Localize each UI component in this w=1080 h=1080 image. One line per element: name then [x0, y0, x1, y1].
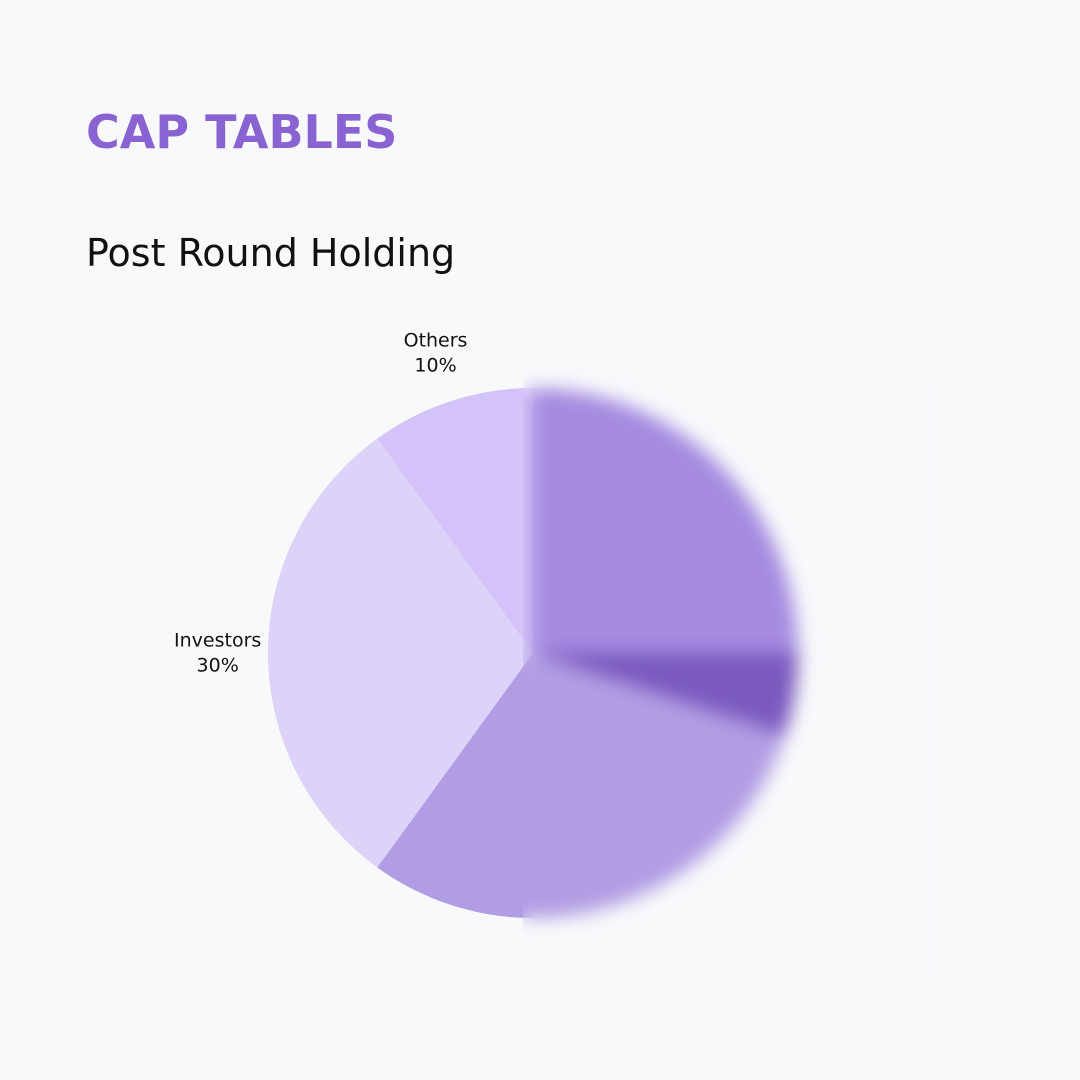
chart-title: Post Round Holding [86, 231, 455, 275]
slice-label: Others [404, 330, 468, 352]
blur-overlay [523, 370, 943, 990]
pie-slice [267, 438, 533, 868]
page-title: CAP TABLES [86, 105, 397, 159]
slice-value-label: 10% [414, 355, 456, 377]
slice-value-label: 30% [197, 655, 239, 677]
slice-label: Investors [174, 630, 261, 652]
pie-slice [377, 388, 533, 653]
